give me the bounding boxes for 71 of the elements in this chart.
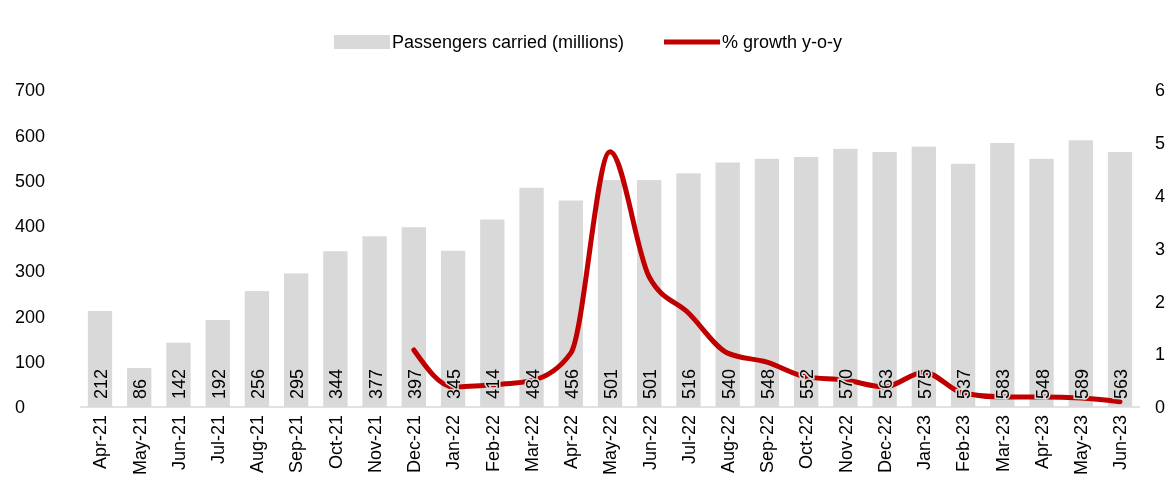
x-tick-label: Jun-22 — [639, 415, 660, 471]
data-label: 540 — [718, 368, 739, 399]
data-label: 563 — [875, 368, 896, 399]
x-tick-label: Jan-23 — [914, 415, 935, 471]
x-tick-label: May-21 — [129, 415, 150, 476]
data-label: 548 — [757, 368, 778, 399]
y2-tick-label: 5 — [1155, 133, 1166, 154]
y-tick-label: 0 — [15, 397, 26, 418]
x-tick-label: Sep-21 — [286, 415, 307, 474]
x-tick-label: Aug-21 — [247, 415, 268, 474]
data-label: 456 — [561, 368, 582, 399]
x-tick-label: Mar-22 — [521, 415, 542, 473]
legend-label: % growth y-o-y — [722, 32, 843, 53]
y-tick-label: 500 — [15, 170, 46, 191]
y-tick-label: 600 — [15, 125, 46, 146]
x-tick-label: Sep-22 — [757, 415, 778, 474]
x-tick-label: Dec-22 — [874, 415, 895, 474]
x-tick-label: Oct-22 — [796, 415, 817, 470]
data-label: 552 — [797, 368, 818, 399]
data-label: 86 — [130, 378, 151, 399]
data-label: 548 — [1032, 368, 1053, 399]
x-tick-label: Nov-21 — [364, 415, 385, 474]
data-label: 501 — [640, 368, 661, 399]
data-label: 377 — [365, 368, 386, 399]
y2-tick-label: 0 — [1155, 397, 1166, 418]
data-label: 397 — [404, 368, 425, 399]
data-label: 583 — [993, 368, 1014, 399]
data-label: 563 — [1110, 368, 1131, 399]
x-tick-label: May-23 — [1071, 415, 1092, 476]
y-tick-label: 300 — [15, 261, 46, 282]
data-label: 516 — [679, 368, 700, 399]
data-label: 589 — [1071, 368, 1092, 399]
data-label: 142 — [169, 368, 190, 399]
data-label: 570 — [836, 368, 857, 399]
x-tick-label: Feb-23 — [953, 415, 974, 473]
x-tick-label: Jun-23 — [1110, 415, 1131, 471]
data-label: 501 — [601, 368, 621, 399]
y2-tick-label: 4 — [1155, 185, 1166, 206]
data-label: 192 — [208, 368, 229, 399]
data-label: 414 — [483, 368, 504, 399]
y-tick-label: 400 — [15, 216, 46, 237]
x-tick-label: Apr-23 — [1031, 415, 1052, 470]
x-tick-label: Mar-23 — [992, 415, 1013, 473]
y2-tick-label: 3 — [1155, 238, 1166, 259]
y2-tick-label: 6 — [1155, 80, 1166, 101]
x-tick-label: Dec-21 — [404, 415, 425, 474]
x-tick-label: Oct-21 — [325, 415, 346, 470]
data-label: 537 — [954, 368, 975, 399]
legend-label: Passengers carried (millions) — [391, 32, 625, 53]
data-label: 295 — [287, 368, 308, 399]
data-label: 212 — [91, 368, 112, 399]
data-label: 345 — [444, 368, 465, 399]
y-tick-label: 100 — [15, 351, 46, 372]
x-tick-label: Feb-22 — [482, 415, 503, 473]
x-tick-label: Jul-22 — [678, 415, 699, 465]
x-tick-label: Nov-22 — [835, 415, 856, 474]
data-label: 484 — [522, 368, 543, 399]
x-tick-label: Jan-22 — [443, 415, 464, 471]
x-tick-label: Apr-21 — [90, 415, 111, 470]
data-label: 256 — [247, 368, 268, 399]
y-tick-label: 200 — [15, 306, 46, 327]
x-tick-label: Aug-22 — [717, 415, 738, 474]
data-label: 344 — [326, 368, 347, 399]
x-tick-label: Jul-21 — [208, 415, 228, 465]
y-tick-label: 700 — [15, 80, 46, 101]
data-label: 575 — [914, 368, 935, 399]
x-tick-label: Jun-21 — [168, 415, 189, 471]
x-tick-label: Apr-22 — [561, 415, 582, 470]
x-tick-label: May-22 — [600, 415, 621, 476]
y2-tick-label: 1 — [1155, 344, 1166, 365]
y2-tick-label: 2 — [1155, 291, 1166, 312]
